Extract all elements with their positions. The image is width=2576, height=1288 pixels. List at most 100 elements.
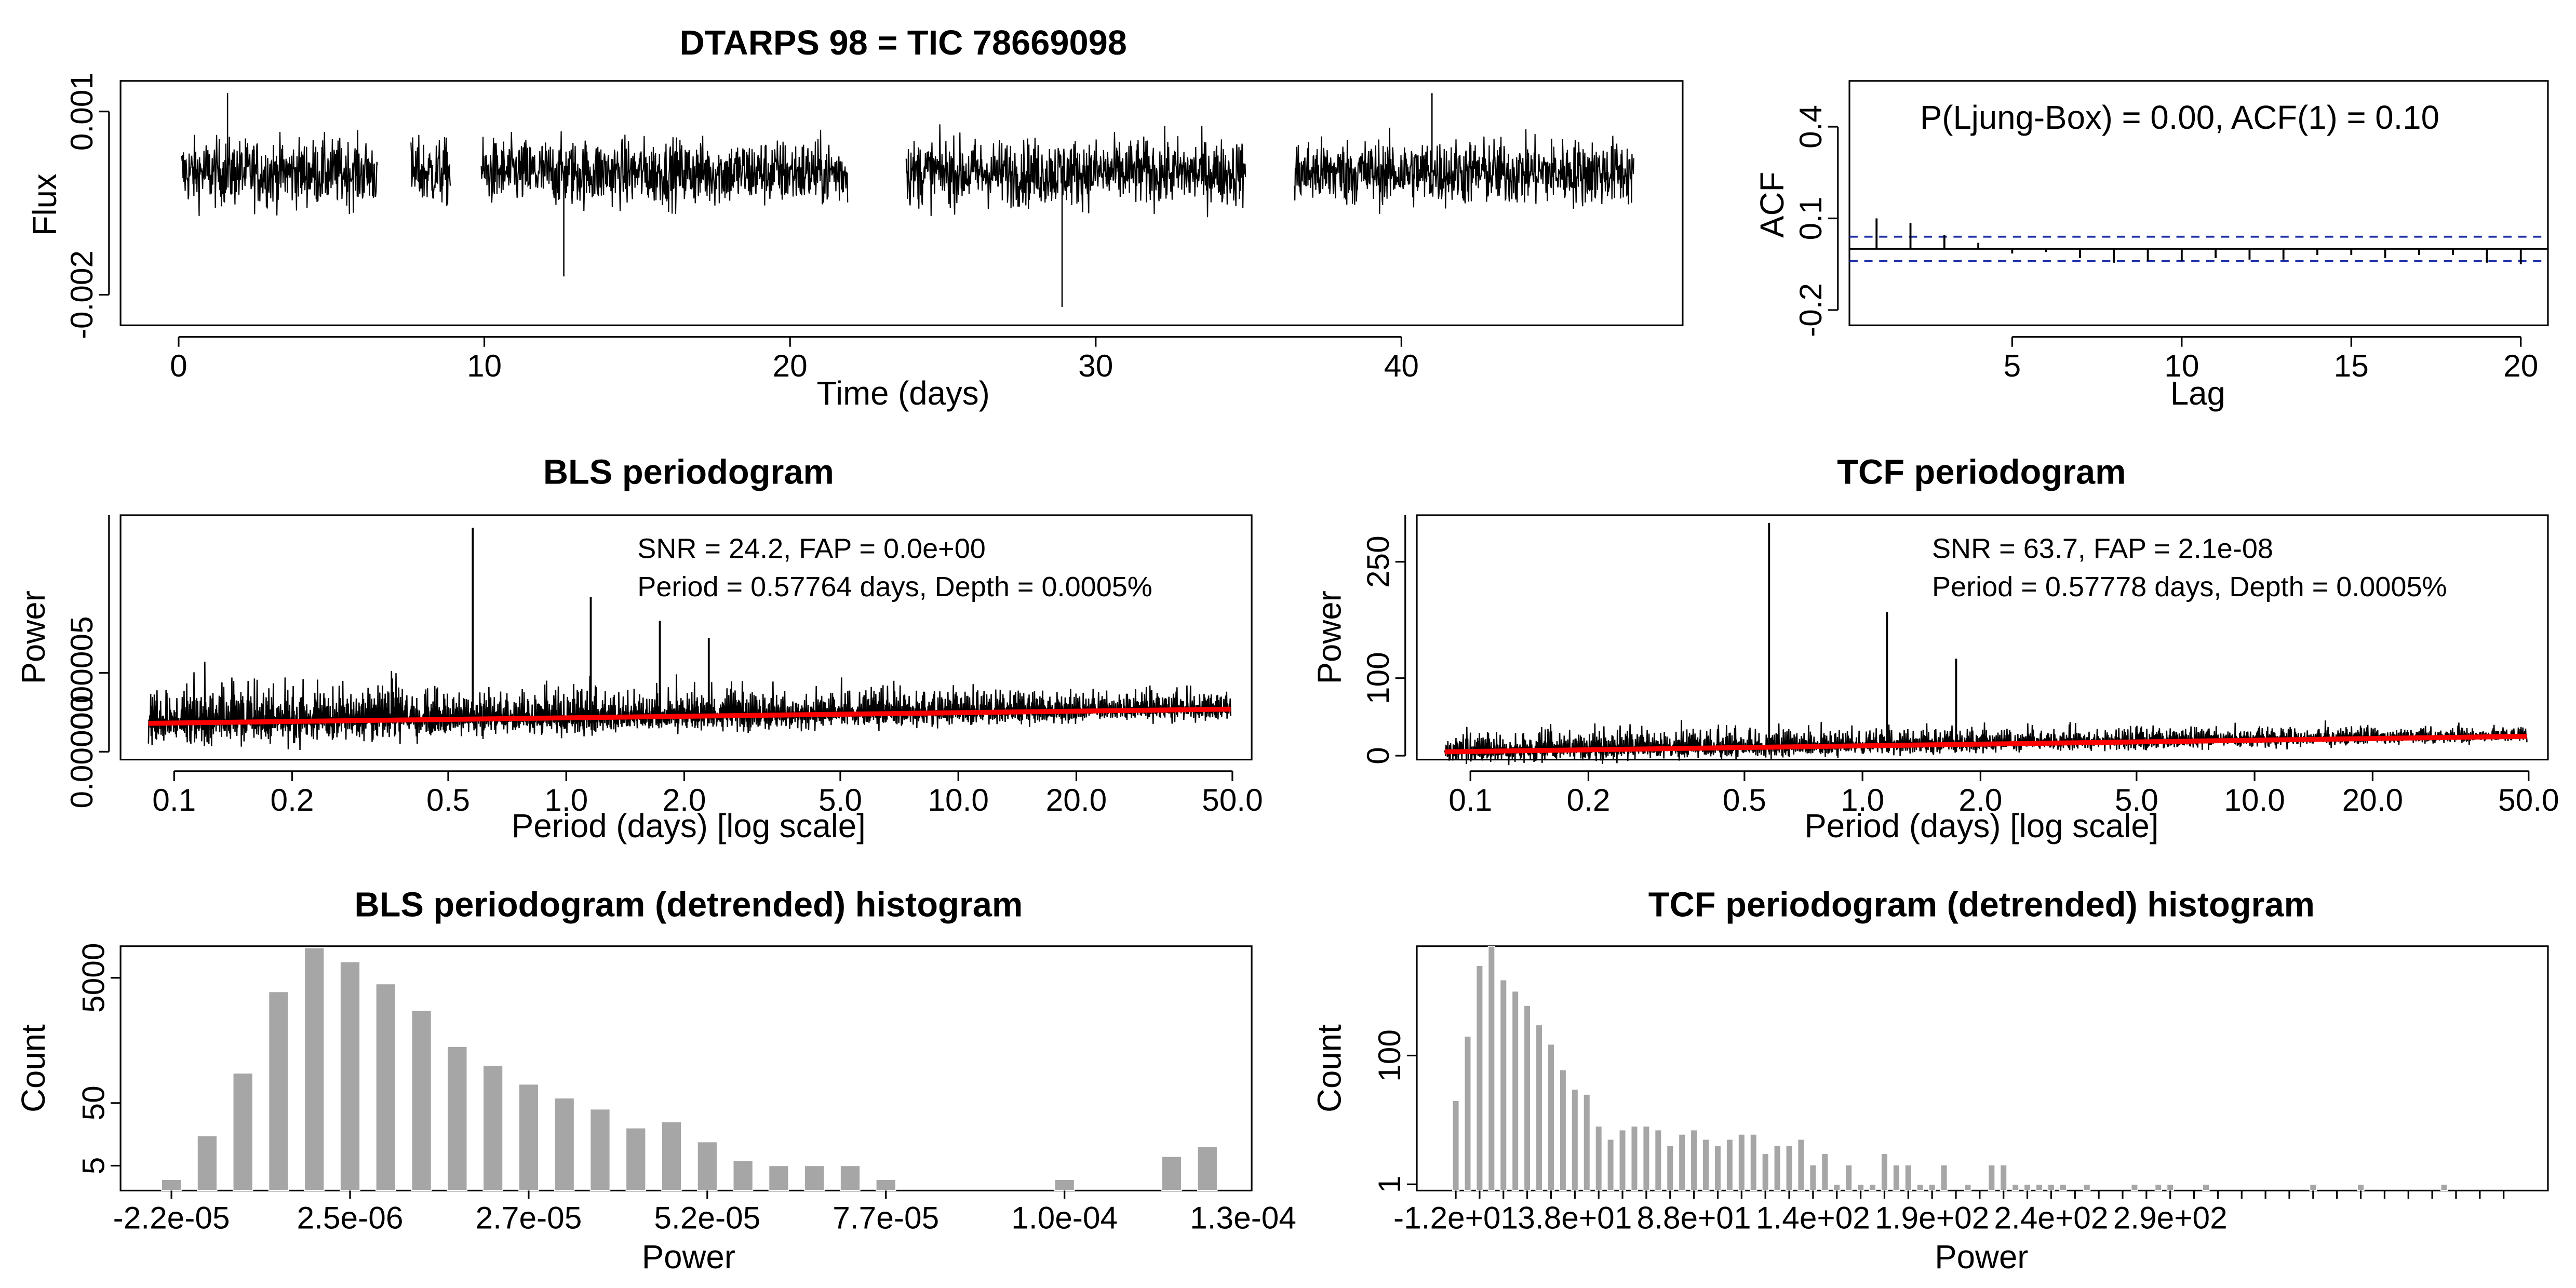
acf-x-label: Lag xyxy=(2170,375,2225,412)
tcf-hist-bar xyxy=(2035,1184,2043,1191)
lightcurve-series-segment xyxy=(480,129,849,214)
lightcurve-y-tick-label: 0.001 xyxy=(64,72,99,151)
tcf-hist-bar xyxy=(1904,1164,1912,1191)
bls-hist-bar xyxy=(197,1135,218,1191)
bls-hist-bar xyxy=(1054,1179,1075,1191)
bls-hist-y-label: Count xyxy=(15,1024,52,1112)
tcf-hist-bar xyxy=(1809,1164,1817,1191)
tcf-hist-bar xyxy=(2047,1184,2055,1191)
tcf-hist-bar xyxy=(1630,1125,1639,1191)
bls-series xyxy=(147,662,1231,750)
bls-x-tick-label: 20.0 xyxy=(1046,782,1107,817)
bls-y-tick-label: 0.00000 xyxy=(64,695,99,808)
acf-x-tick-label: 20 xyxy=(2503,348,2538,383)
tcf-x-tick-label: 20.0 xyxy=(2342,782,2404,817)
tcf-hist-bar xyxy=(2083,1184,2091,1191)
tcf-hist-x-label: Power xyxy=(1935,1239,2028,1276)
tcf-hist-bar xyxy=(2011,1184,2019,1191)
lightcurve-x-label: Time (days) xyxy=(817,375,990,412)
tcf-histogram-panel: TCF periodogram (detrended) histogram -1.… xyxy=(1311,886,2549,1276)
tcf-hist-bar xyxy=(2154,1184,2162,1191)
bls-hist-x-tick-label: 2.7e-05 xyxy=(475,1200,582,1236)
bls-hist-bar xyxy=(697,1141,718,1191)
tcf-hist-bar xyxy=(1535,1024,1543,1191)
tcf-x-tick-label: 5.0 xyxy=(2115,782,2158,817)
tcf-hist-x-tick-label: 1.9e+02 xyxy=(1875,1200,1989,1236)
bls-trend-line xyxy=(148,706,1231,726)
bls-hist-x-tick-label: 5.2e-05 xyxy=(654,1200,760,1236)
bls-hist-bar xyxy=(768,1165,789,1191)
bls-hist-bar xyxy=(804,1165,825,1191)
bls-hist-bar xyxy=(625,1128,646,1191)
tcf-hist-bar xyxy=(1714,1145,1722,1191)
tcf-hist-bar xyxy=(1654,1129,1662,1191)
tcf-hist-bar xyxy=(1475,965,1484,1191)
lightcurve-series-segment xyxy=(181,130,378,216)
bls-x-tick-label: 0.5 xyxy=(426,782,470,817)
tcf-hist-bar xyxy=(1797,1138,1805,1191)
bls-hist-bar xyxy=(518,1083,539,1191)
tcf-x-tick-label: 10.0 xyxy=(2224,782,2285,817)
tcf-hist-bar xyxy=(1607,1138,1615,1191)
tcf-hist-bar xyxy=(1821,1153,1829,1191)
tcf-hist-bar xyxy=(1464,1036,1472,1191)
figure-title: DTARPS 98 = TIC 78669098 xyxy=(679,24,1126,62)
bls-hist-bar xyxy=(554,1097,575,1191)
lightcurve-series-segment xyxy=(1294,127,1634,214)
lightcurve-panel: DTARPS 98 = TIC 78669098 0 10 20 30 40 -0.002 0… xyxy=(26,24,1684,412)
bls-x-label: Period (days) [log scale] xyxy=(512,808,866,844)
bls-hist-bar xyxy=(161,1179,182,1191)
tcf-periodogram-panel: TCF periodogram 0.1 0.2 0.5 1.0 2.0 5.0 10.0 20.… xyxy=(1311,453,2559,844)
tcf-hist-bar xyxy=(1988,1164,1995,1191)
tcf-hist-bar xyxy=(1571,1089,1579,1191)
acf-y-tick-label: 0.4 xyxy=(1793,105,1828,149)
tcf-hist-bar xyxy=(1618,1129,1627,1191)
bls-hist-x-tick-label: 2.5e-06 xyxy=(297,1200,404,1236)
tcf-hist-bar xyxy=(1869,1184,1876,1191)
bls-hist-y-tick-label: 5000 xyxy=(75,943,111,1013)
tcf-hist-bar xyxy=(1857,1184,1864,1191)
bls-hist-bar xyxy=(268,991,289,1191)
bls-hist-bar xyxy=(1197,1146,1218,1191)
bls-hist-bar xyxy=(589,1108,611,1191)
tcf-frame xyxy=(1416,514,2549,761)
tcf-hist-bar xyxy=(2202,1184,2210,1191)
bls-annotation-line: Period = 0.57764 days, Depth = 0.0005% xyxy=(637,571,1152,602)
bls-x-tick-label: 5.0 xyxy=(819,782,862,817)
tcf-hist-bar xyxy=(2309,1184,2317,1191)
tcf-hist-bar xyxy=(1595,1125,1603,1191)
tcf-hist-bar xyxy=(2023,1184,2031,1191)
tcf-annotation-line: Period = 0.57778 days, Depth = 0.0005% xyxy=(1932,571,2447,602)
tcf-hist-bar xyxy=(1511,990,1519,1191)
tcf-hist-bar xyxy=(1845,1164,1853,1191)
tcf-trend-line xyxy=(1444,733,2527,755)
bls-frame xyxy=(119,514,1253,761)
tcf-hist-bar xyxy=(1750,1134,1757,1191)
tcf-hist-title: TCF periodogram (detrended) histogram xyxy=(1648,886,2315,924)
acf-panel: 5 10 15 20 -0.2 0.1 0.4 Lag ACF P(Ljung-Box) = 0.… xyxy=(1754,80,2549,412)
tcf-hist-x-tick-label: 3.8e+01 xyxy=(1518,1200,1632,1236)
acf-y-tick-label: -0.2 xyxy=(1793,283,1828,337)
lightcurve-x-tick-label: 20 xyxy=(773,348,808,383)
bls-hist-bar xyxy=(411,1010,432,1191)
tcf-x-tick-label: 0.5 xyxy=(1723,782,1766,817)
bls-hist-x-tick-label: -2.2e-05 xyxy=(113,1200,230,1236)
tcf-hist-bar xyxy=(1893,1164,1900,1191)
bls-x-tick-label: 2.0 xyxy=(663,782,706,817)
tcf-hist-x-tick-label: 1.4e+02 xyxy=(1756,1200,1870,1236)
bls-hist-bar xyxy=(304,947,325,1191)
bls-y-tick-label: 0.00005 xyxy=(64,616,99,729)
bls-x-tick-label: 0.1 xyxy=(152,782,196,817)
bls-hist-x-tick-label: 7.7e-05 xyxy=(833,1200,939,1236)
bls-hist-bar xyxy=(375,983,396,1191)
bls-hist-bar xyxy=(482,1065,503,1191)
tcf-hist-x-tick-label: -1.2e+01 xyxy=(1393,1200,1518,1236)
bls-hist-bar xyxy=(340,961,360,1191)
tcf-x-tick-label: 0.2 xyxy=(1566,782,1610,817)
tcf-x-tick-label: 1.0 xyxy=(1841,782,1884,817)
lightcurve-x-tick-label: 30 xyxy=(1078,348,1113,383)
bls-hist-bar xyxy=(232,1072,253,1191)
tcf-hist-bar xyxy=(1487,946,1495,1191)
tcf-hist-y-tick-label: 1 xyxy=(1372,1176,1407,1193)
